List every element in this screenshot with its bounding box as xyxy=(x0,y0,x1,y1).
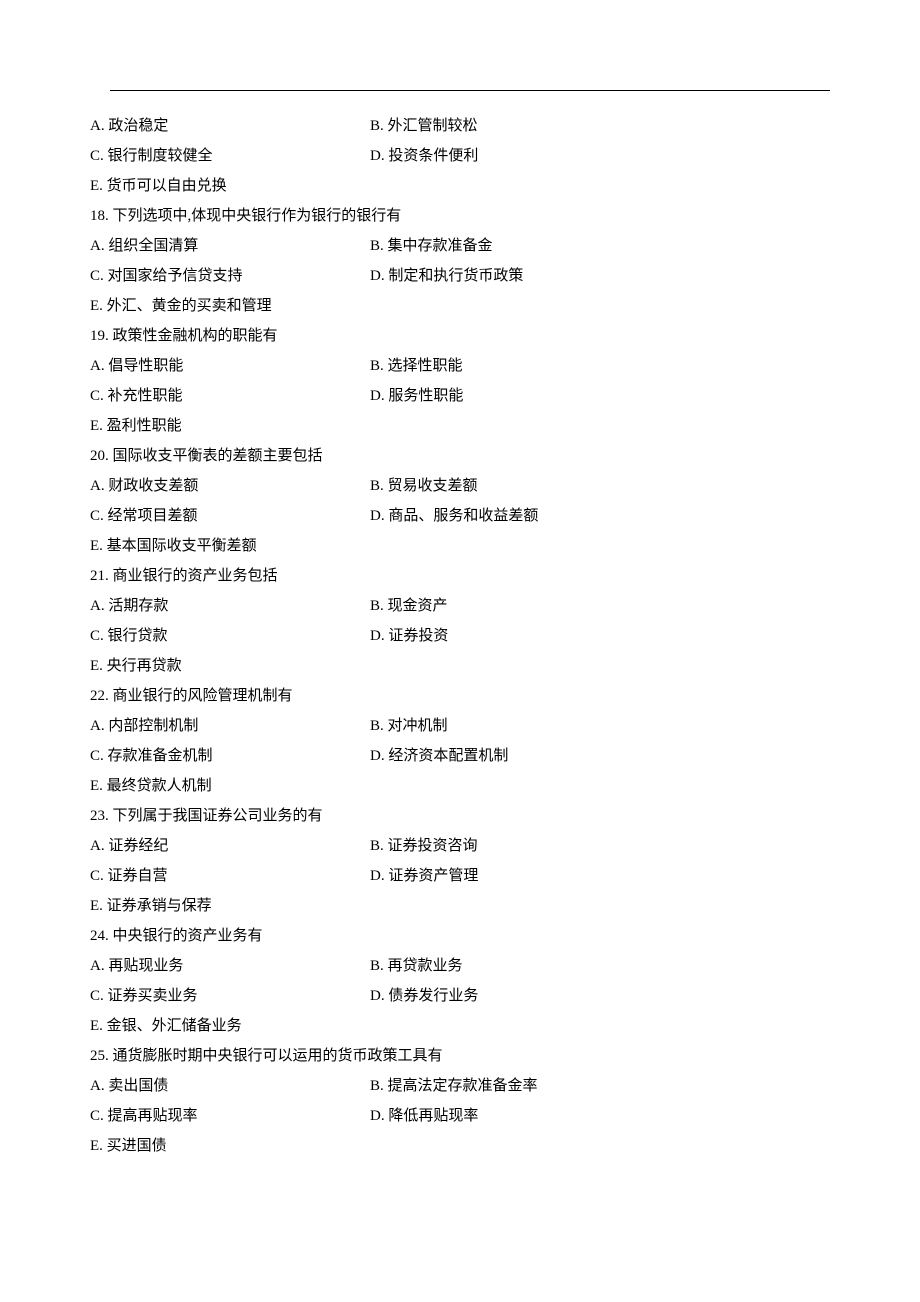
option-row: E. 金银、外汇储备业务 xyxy=(90,1011,830,1041)
option-item: A. 卖出国债 xyxy=(90,1071,370,1101)
option-row: C. 证券买卖业务D. 债券发行业务 xyxy=(90,981,830,1011)
option-item: B. 贸易收支差额 xyxy=(370,471,830,501)
option-item: A. 财政收支差额 xyxy=(90,471,370,501)
question-text: 20. 国际收支平衡表的差额主要包括 xyxy=(90,441,830,471)
option-item: E. 买进国债 xyxy=(90,1131,830,1161)
option-row: E. 最终贷款人机制 xyxy=(90,771,830,801)
option-item: C. 对国家给予信贷支持 xyxy=(90,261,370,291)
option-item: C. 银行贷款 xyxy=(90,621,370,651)
option-item: C. 证券买卖业务 xyxy=(90,981,370,1011)
option-item: A. 政治稳定 xyxy=(90,111,370,141)
question-text: 24. 中央银行的资产业务有 xyxy=(90,921,830,951)
option-item: E. 外汇、黄金的买卖和管理 xyxy=(90,291,830,321)
option-item: E. 证券承销与保荐 xyxy=(90,891,830,921)
option-row: A. 再贴现业务B. 再贷款业务 xyxy=(90,951,830,981)
option-row: C. 存款准备金机制D. 经济资本配置机制 xyxy=(90,741,830,771)
option-item: D. 服务性职能 xyxy=(370,381,830,411)
option-item: C. 经常项目差额 xyxy=(90,501,370,531)
option-row: E. 买进国债 xyxy=(90,1131,830,1161)
option-item: A. 证券经纪 xyxy=(90,831,370,861)
option-item: E. 盈利性职能 xyxy=(90,411,830,441)
option-row: C. 证券自营D. 证券资产管理 xyxy=(90,861,830,891)
option-item: D. 证券投资 xyxy=(370,621,830,651)
option-item: C. 证券自营 xyxy=(90,861,370,891)
option-row: C. 银行贷款D. 证券投资 xyxy=(90,621,830,651)
option-item: B. 再贷款业务 xyxy=(370,951,830,981)
option-item: B. 现金资产 xyxy=(370,591,830,621)
question-text: 22. 商业银行的风险管理机制有 xyxy=(90,681,830,711)
option-item: B. 选择性职能 xyxy=(370,351,830,381)
option-item: D. 经济资本配置机制 xyxy=(370,741,830,771)
option-row: A. 财政收支差额B. 贸易收支差额 xyxy=(90,471,830,501)
option-row: C. 经常项目差额D. 商品、服务和收益差额 xyxy=(90,501,830,531)
option-row: E. 证券承销与保荐 xyxy=(90,891,830,921)
option-item: D. 证券资产管理 xyxy=(370,861,830,891)
option-item: B. 集中存款准备金 xyxy=(370,231,830,261)
option-row: A. 倡导性职能B. 选择性职能 xyxy=(90,351,830,381)
option-item: C. 提高再贴现率 xyxy=(90,1101,370,1131)
option-item: A. 再贴现业务 xyxy=(90,951,370,981)
option-row: E. 盈利性职能 xyxy=(90,411,830,441)
option-item: C. 银行制度较健全 xyxy=(90,141,370,171)
option-item: A. 内部控制机制 xyxy=(90,711,370,741)
option-item: A. 组织全国清算 xyxy=(90,231,370,261)
questions-container: A. 政治稳定B. 外汇管制较松C. 银行制度较健全D. 投资条件便利E. 货币… xyxy=(90,111,830,1161)
option-item: C. 补充性职能 xyxy=(90,381,370,411)
question-text: 23. 下列属于我国证券公司业务的有 xyxy=(90,801,830,831)
option-item: D. 债券发行业务 xyxy=(370,981,830,1011)
option-item: C. 存款准备金机制 xyxy=(90,741,370,771)
question-text: 19. 政策性金融机构的职能有 xyxy=(90,321,830,351)
option-item: A. 倡导性职能 xyxy=(90,351,370,381)
option-item: D. 商品、服务和收益差额 xyxy=(370,501,830,531)
option-row: E. 基本国际收支平衡差额 xyxy=(90,531,830,561)
option-item: D. 降低再贴现率 xyxy=(370,1101,830,1131)
option-row: C. 银行制度较健全D. 投资条件便利 xyxy=(90,141,830,171)
option-row: E. 央行再贷款 xyxy=(90,651,830,681)
option-row: A. 政治稳定B. 外汇管制较松 xyxy=(90,111,830,141)
option-item: B. 外汇管制较松 xyxy=(370,111,830,141)
option-item: E. 货币可以自由兑换 xyxy=(90,171,830,201)
option-item: D. 投资条件便利 xyxy=(370,141,830,171)
option-item: A. 活期存款 xyxy=(90,591,370,621)
option-row: A. 组织全国清算B. 集中存款准备金 xyxy=(90,231,830,261)
question-text: 21. 商业银行的资产业务包括 xyxy=(90,561,830,591)
option-row: E. 货币可以自由兑换 xyxy=(90,171,830,201)
option-item: E. 最终贷款人机制 xyxy=(90,771,830,801)
option-item: B. 提高法定存款准备金率 xyxy=(370,1071,830,1101)
page-divider xyxy=(110,90,830,91)
option-row: C. 补充性职能D. 服务性职能 xyxy=(90,381,830,411)
option-item: E. 央行再贷款 xyxy=(90,651,830,681)
option-item: E. 金银、外汇储备业务 xyxy=(90,1011,830,1041)
option-row: A. 证券经纪B. 证券投资咨询 xyxy=(90,831,830,861)
option-item: B. 对冲机制 xyxy=(370,711,830,741)
option-row: A. 卖出国债B. 提高法定存款准备金率 xyxy=(90,1071,830,1101)
option-item: D. 制定和执行货币政策 xyxy=(370,261,830,291)
option-row: C. 提高再贴现率D. 降低再贴现率 xyxy=(90,1101,830,1131)
option-row: C. 对国家给予信贷支持D. 制定和执行货币政策 xyxy=(90,261,830,291)
option-item: E. 基本国际收支平衡差额 xyxy=(90,531,830,561)
option-row: A. 活期存款B. 现金资产 xyxy=(90,591,830,621)
option-row: A. 内部控制机制B. 对冲机制 xyxy=(90,711,830,741)
option-item: B. 证券投资咨询 xyxy=(370,831,830,861)
question-text: 25. 通货膨胀时期中央银行可以运用的货币政策工具有 xyxy=(90,1041,830,1071)
question-text: 18. 下列选项中,体现中央银行作为银行的银行有 xyxy=(90,201,830,231)
option-row: E. 外汇、黄金的买卖和管理 xyxy=(90,291,830,321)
